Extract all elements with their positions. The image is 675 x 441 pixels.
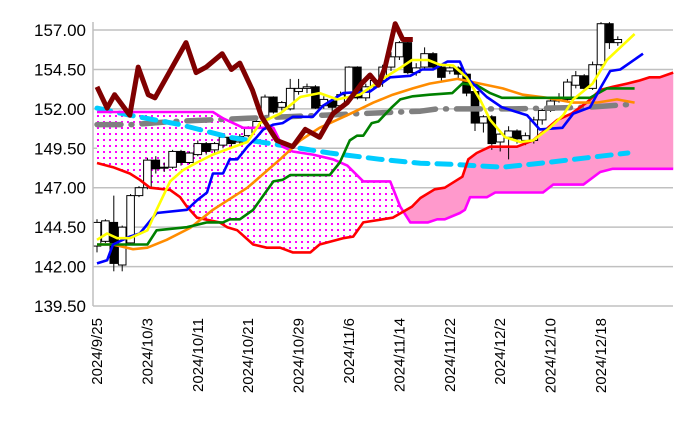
candle-body	[143, 159, 152, 189]
candle-up	[613, 36, 623, 46]
candle-body	[302, 86, 312, 89]
candle-body	[285, 87, 295, 110]
y-tick-label: 144.50	[34, 218, 86, 237]
candle-up	[134, 186, 144, 198]
candle-up	[537, 108, 547, 125]
candle-down	[151, 156, 161, 174]
candle-body	[563, 81, 572, 100]
candle-body	[437, 66, 446, 78]
ichimoku-cloud	[97, 72, 674, 253]
candle-body	[395, 42, 404, 58]
x-tick-label: 2024/10/3	[139, 318, 156, 385]
candle-body	[294, 87, 303, 93]
x-tick-label: 2024/12/2	[492, 318, 509, 385]
candle-up	[479, 115, 488, 133]
y-tick-label: 142.00	[34, 258, 86, 277]
senkou-a-line	[96, 71, 674, 254]
candle-body	[311, 86, 320, 109]
candle-down	[403, 41, 413, 75]
candle-up	[277, 100, 287, 111]
bullish-cloud-area	[403, 72, 674, 223]
candle-up	[92, 219, 102, 253]
candle-body	[521, 135, 530, 141]
candle-up	[185, 151, 194, 165]
candle-body	[277, 102, 287, 108]
x-tick-label: 2024/12/18	[593, 318, 610, 393]
x-tick-label: 2024/10/11	[190, 318, 207, 392]
y-tick-label: 147.00	[34, 179, 86, 198]
candle-up	[495, 130, 505, 152]
candle-body	[487, 116, 497, 145]
candle-body	[92, 221, 102, 247]
candle-body	[596, 23, 606, 66]
candle-down	[311, 85, 320, 109]
candle-body	[185, 152, 194, 163]
candle-down	[176, 149, 186, 166]
y-tick-label: 152.00	[34, 100, 86, 119]
senkou-b-line	[97, 110, 674, 224]
x-tick-label: 2024/10/29	[291, 318, 308, 393]
candle-body	[445, 67, 455, 72]
candle-down	[579, 74, 589, 90]
x-tick-label: 2024/10/21	[240, 318, 257, 393]
candle-up	[210, 141, 219, 154]
candle-body	[151, 159, 161, 170]
x-axis-ticks: 2024/9/25 2024/10/3 2024/10/11 2024/10/21 20…	[89, 318, 610, 393]
x-tick-label: 2024/12/10	[543, 318, 560, 393]
y-tick-label: 149.50	[34, 139, 86, 158]
x-tick-label: 2024/9/25	[89, 318, 106, 385]
candle-body	[101, 220, 110, 242]
candle-body	[193, 143, 203, 156]
y-axis-ticks: 139.50 142.00 144.50 147.00 149.50 152.00 154.…	[34, 21, 86, 316]
kijun-line	[97, 82, 635, 246]
x-tick-label: 2024/11/14	[391, 318, 408, 392]
candle-body	[210, 143, 219, 151]
ma-long-line	[94, 105, 631, 170]
candle-body	[126, 195, 135, 244]
x-tick-label: 2024/11/6	[341, 318, 358, 384]
candle-body	[168, 150, 177, 168]
candle-up	[193, 140, 203, 157]
candle-down	[201, 141, 211, 155]
candle-up	[420, 47, 429, 70]
x-tick-label: 2024/11/22	[442, 318, 459, 392]
candle-body	[613, 38, 623, 44]
candle-body	[571, 75, 581, 86]
candle-body	[218, 136, 228, 146]
candle-up	[101, 219, 110, 243]
y-tick-label: 154.50	[34, 60, 86, 79]
indicator-lines	[94, 21, 674, 265]
candle-body	[201, 143, 211, 152]
candle-body	[134, 187, 144, 197]
candle-up	[143, 157, 152, 190]
candle-down	[605, 22, 614, 49]
candle-down	[109, 195, 119, 272]
candle-up	[596, 22, 606, 67]
candle-up	[302, 83, 312, 94]
candle-up	[159, 162, 169, 172]
candle-up	[395, 41, 404, 60]
candle-up	[294, 78, 303, 95]
candle-down	[437, 64, 446, 81]
candle-body	[579, 75, 589, 89]
candle-body	[403, 42, 413, 74]
y-tick-label: 157.00	[34, 21, 86, 40]
y-tick-label: 139.50	[34, 297, 86, 316]
candle-up	[168, 149, 177, 169]
candle-body	[495, 133, 505, 143]
candle-body	[512, 130, 522, 140]
bearish-cloud-area	[97, 112, 404, 253]
candle-up	[571, 71, 581, 89]
candle-body	[479, 116, 488, 124]
candle-body	[537, 109, 547, 121]
candle-body	[176, 150, 186, 163]
candle-body	[269, 96, 278, 113]
candle-down	[269, 96, 278, 114]
ma-very-long-line	[94, 101, 638, 128]
chikou-line	[94, 21, 413, 150]
candle-body	[605, 23, 614, 44]
candle-body	[159, 166, 169, 169]
